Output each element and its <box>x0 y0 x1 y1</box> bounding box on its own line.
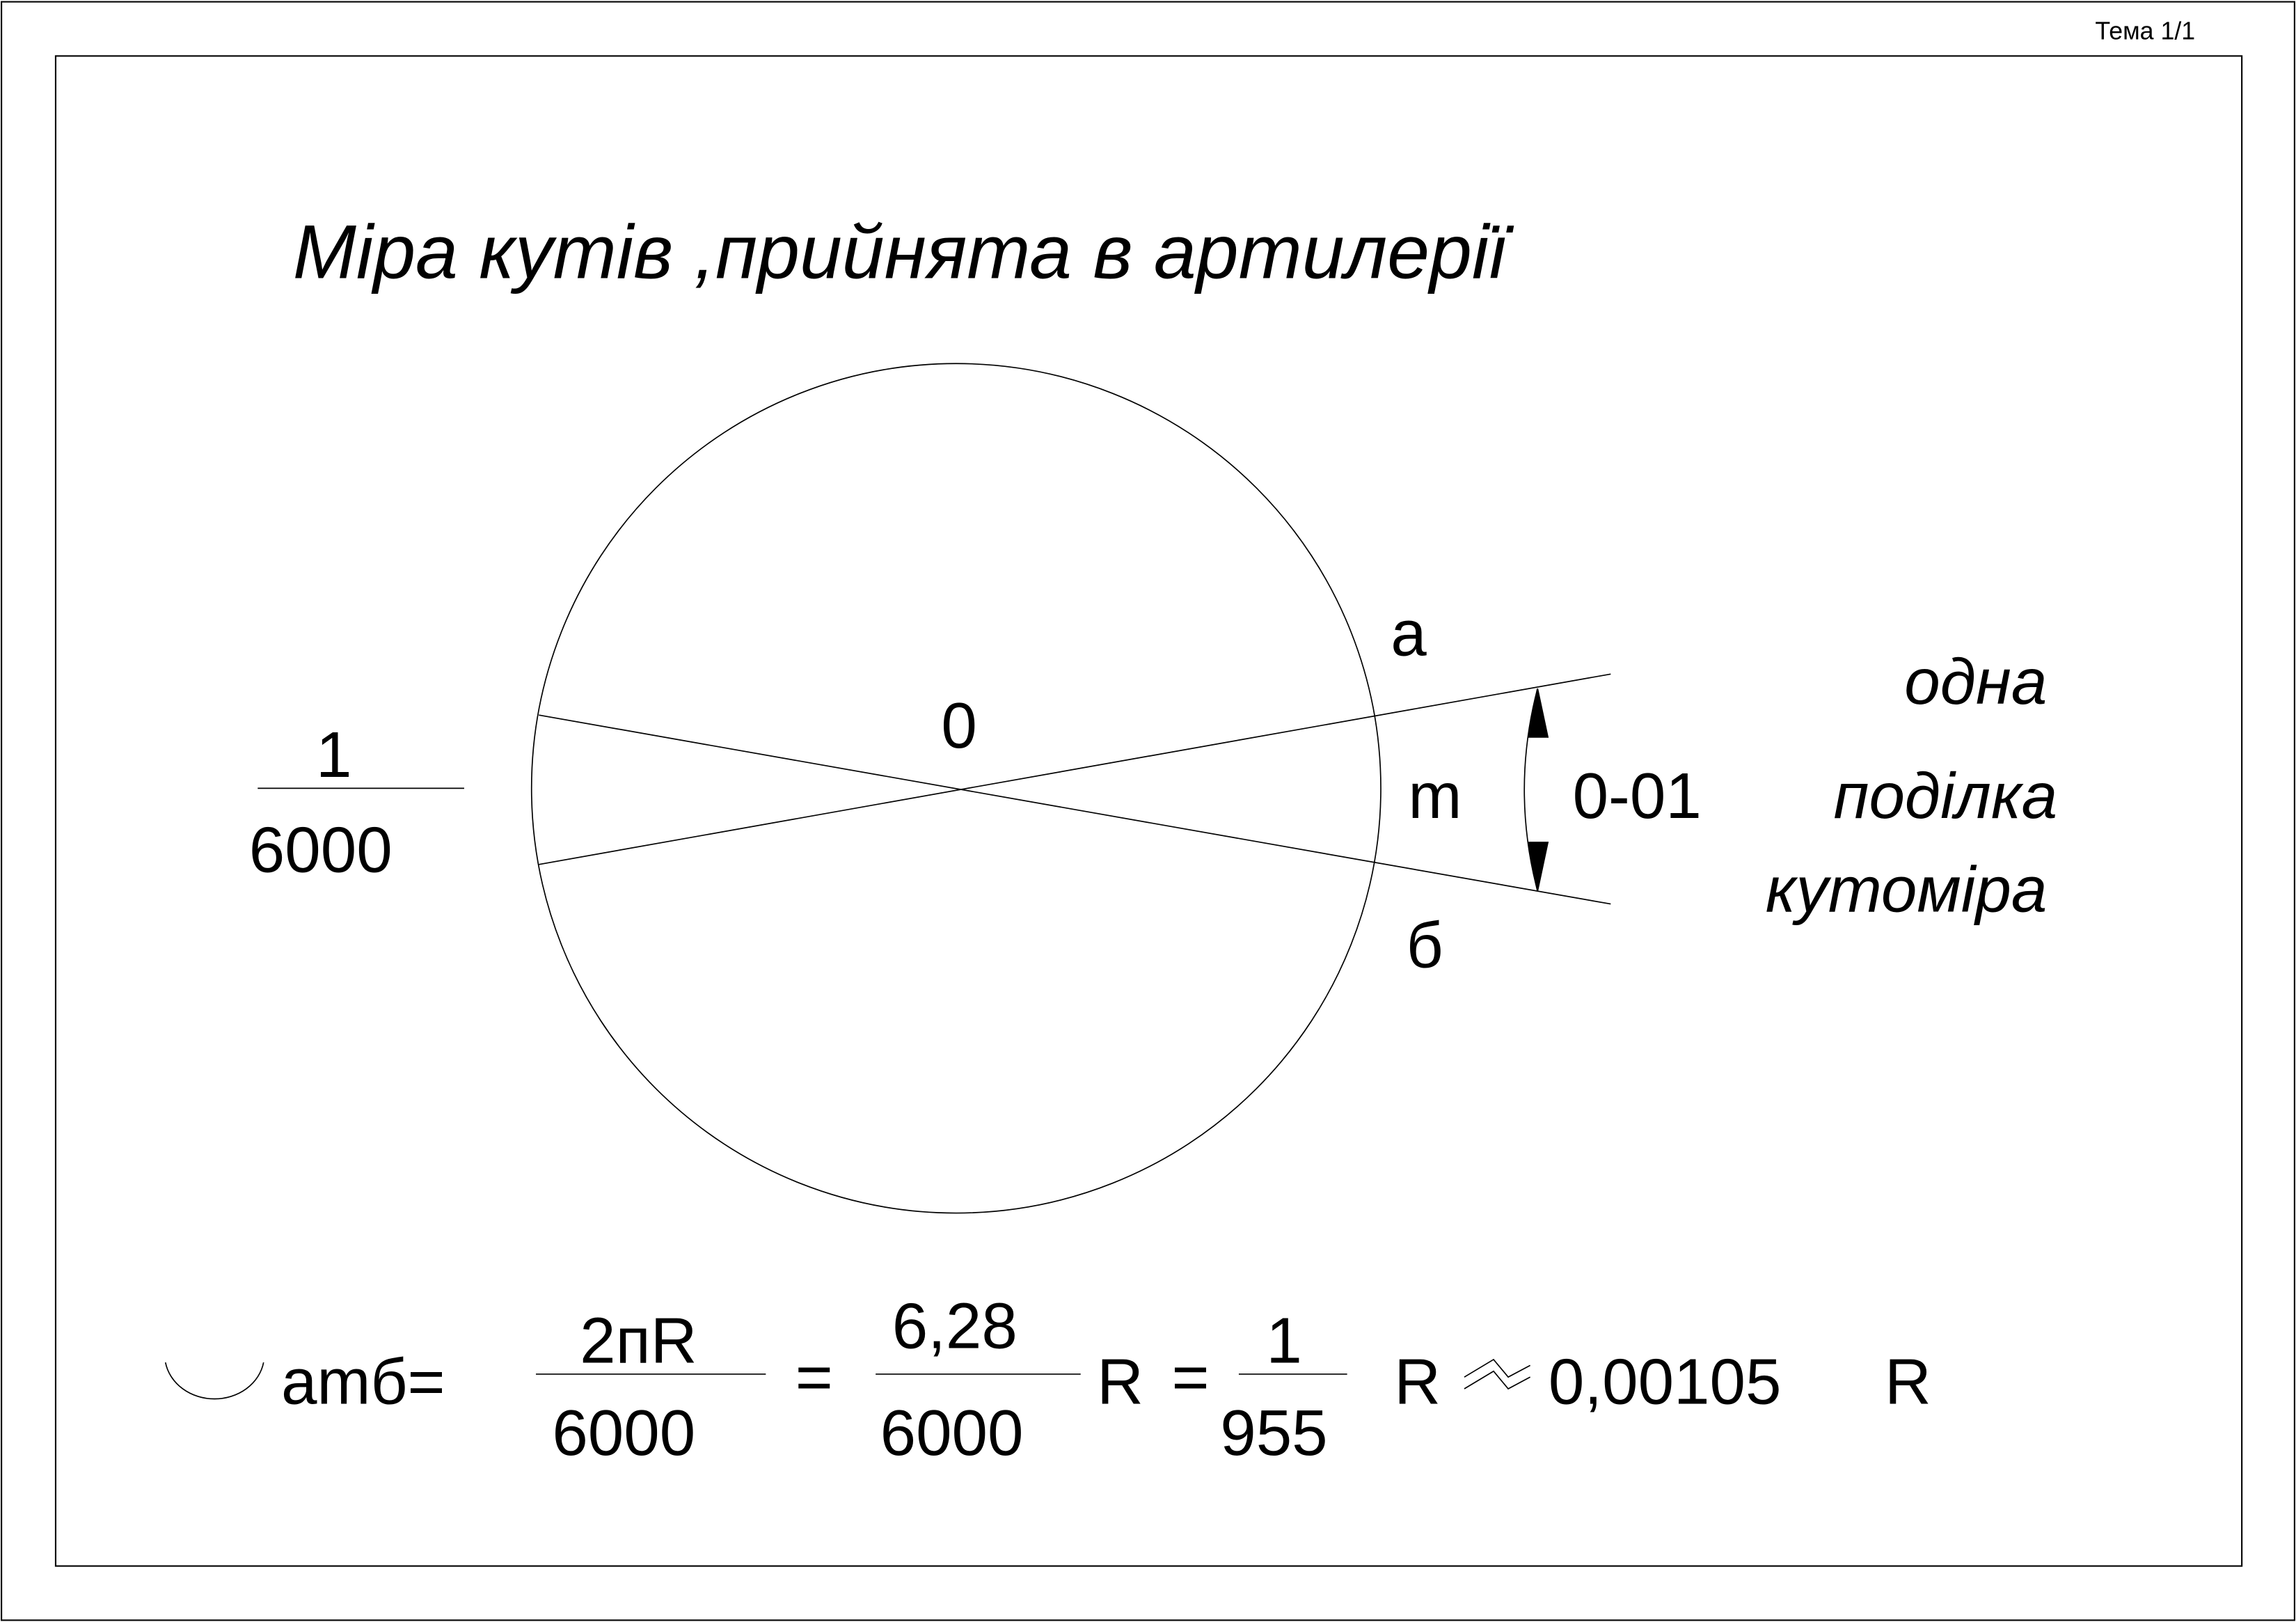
note-line: кутоміра <box>1766 853 2048 926</box>
fraction-numerator: 1 <box>316 718 351 791</box>
title: Міра кутів ,прийнята в артилерії <box>293 210 1514 294</box>
denominator: 6000 <box>552 1396 695 1469</box>
formula-text: R <box>1885 1345 1931 1417</box>
sheet-label: Тема 1/1 <box>2095 17 2195 45</box>
arrowhead <box>1528 842 1549 891</box>
numerator: 6,28 <box>892 1290 1018 1362</box>
label-b: б <box>1407 909 1443 982</box>
note-line: одна <box>1904 645 2047 718</box>
numerator: 2пR <box>580 1305 697 1377</box>
label-a: а <box>1391 597 1427 669</box>
fraction-denominator: 6000 <box>249 814 393 886</box>
formula-text: = <box>795 1341 833 1413</box>
inner-frame <box>54 55 2243 1567</box>
formula-text: R <box>1394 1345 1441 1417</box>
label-m: m <box>1408 759 1462 832</box>
denominator: 955 <box>1220 1396 1327 1469</box>
arc-symbol <box>164 1362 264 1400</box>
denominator: 6000 <box>880 1396 1024 1469</box>
formula-text: amб= <box>281 1345 445 1417</box>
ray <box>539 673 1611 865</box>
approx-symbol <box>1464 1358 1531 1390</box>
note-line: поділка <box>1834 759 2058 832</box>
circle <box>530 363 1381 1214</box>
label-center: 0 <box>941 689 976 762</box>
formula-text: R <box>1097 1345 1143 1417</box>
ray <box>539 714 1611 905</box>
angle-arc <box>1523 688 1538 891</box>
formula-text: 0,00105 <box>1549 1345 1782 1417</box>
angle-value: 0-01 <box>1573 759 1702 832</box>
formula-text: = <box>1171 1341 1209 1413</box>
numerator: 1 <box>1266 1305 1301 1377</box>
arrowhead <box>1528 688 1549 738</box>
